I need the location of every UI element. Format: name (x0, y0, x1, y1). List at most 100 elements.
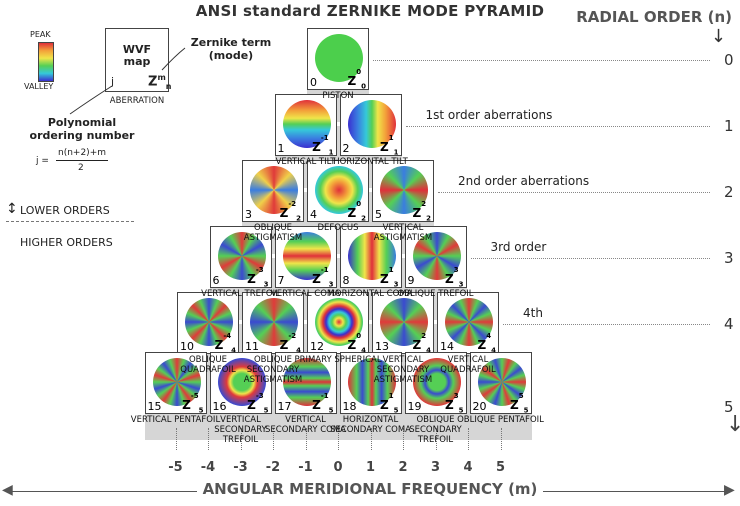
zernike-cell: 20 Z55 (469, 352, 532, 414)
mode-name: PRIMARY SPHERICAL (294, 355, 382, 365)
axis-left-arrow-icon: ◀ (2, 482, 13, 498)
m-value-label: -2 (265, 460, 281, 475)
zernike-cell: 2 Z11 (339, 94, 402, 156)
mode-index: 0 (310, 76, 317, 89)
row-note: 1st order aberrations (425, 108, 553, 122)
radial-order-title: RADIAL ORDER (n) (576, 8, 732, 26)
zernike-symbol: Z-35 (247, 391, 269, 414)
mode-name: OBLIQUE PENTAFOIL (457, 415, 544, 425)
mode-index: 16 (212, 400, 227, 413)
zernike-cell: 3 Z-22 (242, 160, 304, 222)
zernike-symbol: Z-13 (312, 265, 334, 288)
mode-name: VERTICAL SECONDARY ASTIGMATISM (373, 355, 433, 385)
m-axis-tick (240, 428, 242, 450)
mode-name: VERTICAL TREFOIL (201, 289, 280, 299)
wavefront-map (152, 358, 201, 406)
m-value-label: -4 (200, 460, 216, 475)
zernike-cell: 1 Z-11 (274, 94, 337, 156)
radial-order-0: 0 (724, 51, 734, 69)
m-value-label: -3 (233, 460, 248, 475)
wavefront-map (282, 100, 331, 148)
zernike-cell: 11 Z-24 (242, 292, 304, 354)
wavefront-map (315, 34, 363, 82)
zernike-symbol: Z44 (477, 331, 496, 354)
key-arrows (69, 47, 186, 115)
m-axis-tick (338, 428, 339, 450)
wavefront-map (445, 298, 493, 346)
m-axis-tick (370, 428, 372, 450)
mode-index: 4 (310, 208, 317, 221)
wavefront-map (477, 358, 526, 406)
mode-name: VERTICAL PENTAFOIL (130, 415, 221, 425)
mode-name: VERTICAL ASTIGMATISM (373, 223, 433, 243)
zernike-symbol: Z-22 (279, 199, 301, 222)
zernike-term-label: Zernike term (mode) (190, 36, 272, 62)
key-aberration-caption: ABERRATION (109, 96, 165, 106)
m-value-label: 2 (398, 460, 408, 475)
mode-name: OBLIQUE SECONDARY TREFOIL (409, 415, 462, 445)
mode-name: VERTICAL TILT (275, 157, 336, 167)
key-z-symbol: Zmn (148, 73, 172, 91)
m-axis-tick (403, 428, 404, 450)
orders-divider (6, 221, 134, 222)
order-divider-arrow: ↕ (6, 201, 18, 217)
mode-index: 19 (407, 400, 422, 413)
mode-name: HORIZONTAL TILT (333, 157, 408, 167)
wavefront-map (315, 298, 363, 346)
diagram-title: ANSI standard ZERNIKE MODE PYRAMID (195, 2, 545, 20)
mode-index: 1 (277, 142, 285, 155)
mode-index: 12 (310, 340, 324, 353)
zernike-cell: 7 Z-13 (274, 226, 337, 288)
wavefront-map (282, 232, 331, 280)
wavefront-map (250, 166, 298, 214)
mode-name: HORIZONTAL COMA (328, 289, 413, 299)
wavefront-map (185, 298, 233, 346)
mode-index: 3 (245, 208, 252, 221)
mode-name: HORIZONTAL SECONDARY COMA (330, 415, 411, 435)
mode-index: 8 (342, 274, 350, 287)
color-scale-bar (38, 42, 54, 82)
mode-index: 11 (245, 340, 259, 353)
zernike-cell: 10 Z-44 (177, 292, 239, 354)
zernike-symbol: Z-33 (247, 265, 269, 288)
zernike-cell: 0 Z00 (307, 28, 369, 90)
zernike-symbol: Z15 (380, 391, 399, 414)
zernike-symbol: Z33 (445, 265, 464, 288)
mode-index: 2 (342, 142, 350, 155)
poly-number-arrow (69, 85, 113, 115)
zernike-symbol: Z-11 (312, 133, 334, 156)
key-wvf-label: WVF (122, 43, 152, 56)
zernike-symbol: Z00 (347, 67, 366, 90)
zernike-cell: 18 Z15 (339, 352, 402, 414)
mode-index: 7 (277, 274, 285, 287)
mode-name: OBLIQUE TREFOIL (397, 289, 474, 299)
zernike-cell: 5 Z22 (372, 160, 434, 222)
key-j-label: j (111, 75, 115, 88)
mode-name: PISTON (322, 91, 354, 101)
mode-index: 10 (180, 340, 194, 353)
zernike-cell: 6 Z-33 (209, 226, 272, 288)
radial-down-arrow: ↓ (710, 26, 726, 47)
row-note: 4th (523, 306, 543, 320)
m-value-label: 0 (333, 460, 343, 475)
wavefront-map (347, 358, 396, 406)
m-axis-tick (305, 428, 307, 450)
mode-index: 14 (440, 340, 454, 353)
lower-orders-label: LOWER ORDERS (20, 204, 110, 217)
zernike-cell: 9 Z33 (404, 226, 467, 288)
zernike-cell: 14 Z44 (437, 292, 499, 354)
zernike-cell: 19 Z35 (404, 352, 467, 414)
wavefront-map (217, 232, 266, 280)
zernike-cell: 17 Z-15 (274, 352, 337, 414)
mode-name: OBLIQUE SECONDARY ASTIGMATISM (243, 355, 303, 385)
higher-orders-label: HIGHER ORDERS (20, 236, 113, 249)
mode-index: 6 (212, 274, 220, 287)
zernike-symbol: Z11 (380, 133, 399, 156)
radial-order-4: 4 (724, 315, 734, 333)
zernike-cell: 15 Z-55 (144, 352, 207, 414)
wavefront-map (347, 100, 396, 148)
zernike-symbol: Z04 (347, 331, 366, 354)
row-note: 2nd order aberrations (458, 174, 590, 188)
zernike-cell: 13 Z24 (372, 292, 434, 354)
zernike-symbol: Z24 (412, 331, 431, 354)
